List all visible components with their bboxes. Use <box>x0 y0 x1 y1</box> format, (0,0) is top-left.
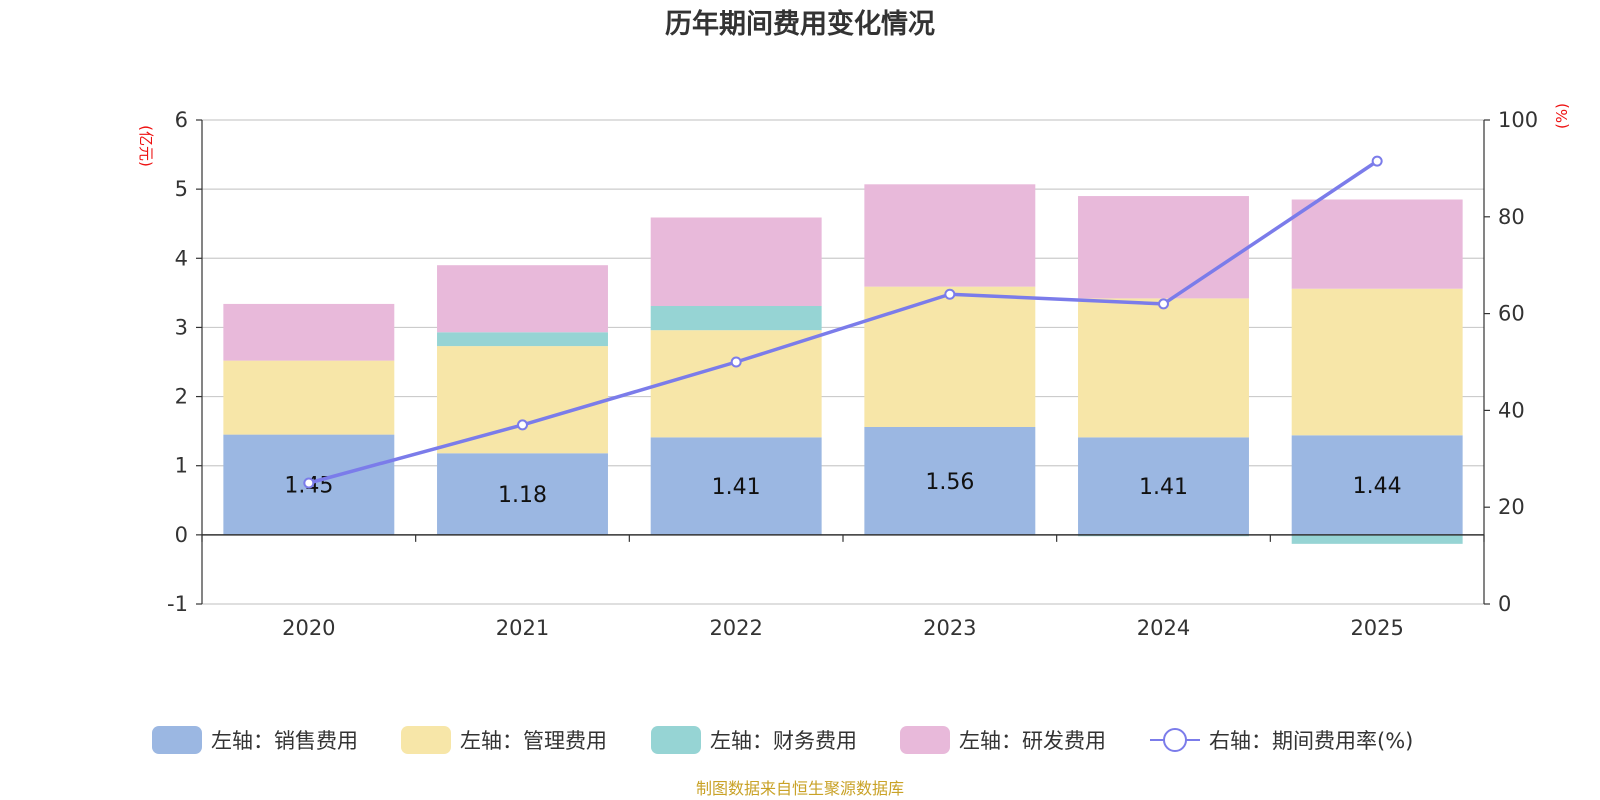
bar-2025-series-1 <box>1291 288 1463 436</box>
rate-point-2023 <box>944 288 956 300</box>
bar-labels: 1.451.181.411.561.411.44 <box>284 470 1401 508</box>
legend-label: 左轴：研发费用 <box>959 729 1106 753</box>
legend-marker-icon <box>1163 728 1187 752</box>
x-tick-label: 2021 <box>496 616 549 640</box>
right-tick-label: 40 <box>1498 398 1525 422</box>
right-tick-label: 80 <box>1498 205 1525 229</box>
left-tick-label: 5 <box>175 177 188 201</box>
bar-2022-series-1 <box>650 330 822 438</box>
bar-label: 1.44 <box>1353 474 1402 499</box>
bar-2025-series-3 <box>1291 199 1463 289</box>
legend-swatch <box>152 726 202 754</box>
bar-label: 1.41 <box>712 475 761 500</box>
bar-2021-series-0 <box>437 453 608 535</box>
bar-label: 1.56 <box>925 470 974 495</box>
left-tick-label: 3 <box>175 315 188 339</box>
right-tick-label: 0 <box>1498 592 1511 616</box>
bar-2022-series-0 <box>650 437 822 535</box>
rate-point-2021 <box>517 419 528 431</box>
rate-point-2025 <box>1371 155 1383 167</box>
bar-2020-series-3 <box>223 303 395 361</box>
bar-2024-series-3 <box>1078 196 1249 299</box>
grid-lines <box>202 119 1484 605</box>
rate-point-2020 <box>303 477 315 489</box>
legend-label: 右轴：期间费用率(%) <box>1209 729 1413 753</box>
rate-point-2024 <box>1158 298 1169 310</box>
left-tick-label: 1 <box>175 454 188 478</box>
x-tick-label: 2020 <box>282 616 335 640</box>
x-tick-label: 2025 <box>1350 616 1403 640</box>
legend-swatch <box>651 726 701 754</box>
chart-title: 历年期间费用变化情况 <box>665 8 935 40</box>
source-note: 制图数据来自恒生聚源数据库 <box>696 779 904 798</box>
rate-line <box>308 159 1379 485</box>
legend-swatch <box>900 726 950 754</box>
bar-2021-series-3 <box>437 265 608 333</box>
bar-2022-series-3 <box>650 217 822 306</box>
bar-2024-series-1 <box>1078 298 1249 438</box>
legend-label: 左轴：销售费用 <box>211 729 358 753</box>
left-tick-label: 4 <box>175 246 188 270</box>
bar-2024-series-0 <box>1078 437 1249 535</box>
bar-label: 1.18 <box>498 483 547 508</box>
right-tick-label: 60 <box>1498 302 1525 326</box>
right-tick-label: 100 <box>1498 108 1538 132</box>
x-tick-label: 2024 <box>1137 616 1190 640</box>
rate-point-2022 <box>730 356 742 368</box>
right-tick-label: 20 <box>1498 495 1525 519</box>
left-tick-label: 6 <box>175 108 188 132</box>
legend-label: 左轴：财务费用 <box>710 729 857 753</box>
bar-2022-series-2 <box>650 305 822 331</box>
legend: 左轴：销售费用 左轴：管理费用 左轴：财务费用 左轴：研发费用 右轴：期间费用率(%) <box>152 726 1413 754</box>
left-tick-label: -1 <box>167 592 188 616</box>
legend-swatch <box>401 726 451 754</box>
legend-label: 左轴：管理费用 <box>460 729 607 753</box>
left-tick-label: 2 <box>175 385 188 409</box>
x-tick-label: 2023 <box>923 616 976 640</box>
left-axis-unit: (亿元) <box>137 125 155 167</box>
bar-label: 1.41 <box>1139 475 1188 500</box>
bar-2023-series-0 <box>864 426 1036 535</box>
x-tick-label: 2022 <box>709 616 762 640</box>
left-tick-label: 0 <box>175 523 188 547</box>
rate-line-layer <box>303 155 1383 489</box>
bar-2021-series-2 <box>437 332 608 347</box>
bar-2023-series-3 <box>864 184 1036 287</box>
bar-2021-series-1 <box>437 346 608 454</box>
right-axis-unit: (%) <box>1553 103 1571 129</box>
bar-2023-series-1 <box>864 286 1036 427</box>
bar-2025-series-2 <box>1291 534 1463 544</box>
bar-layer <box>223 184 1463 544</box>
bar-2020-series-1 <box>223 360 395 435</box>
bar-2025-series-0 <box>1291 435 1463 535</box>
